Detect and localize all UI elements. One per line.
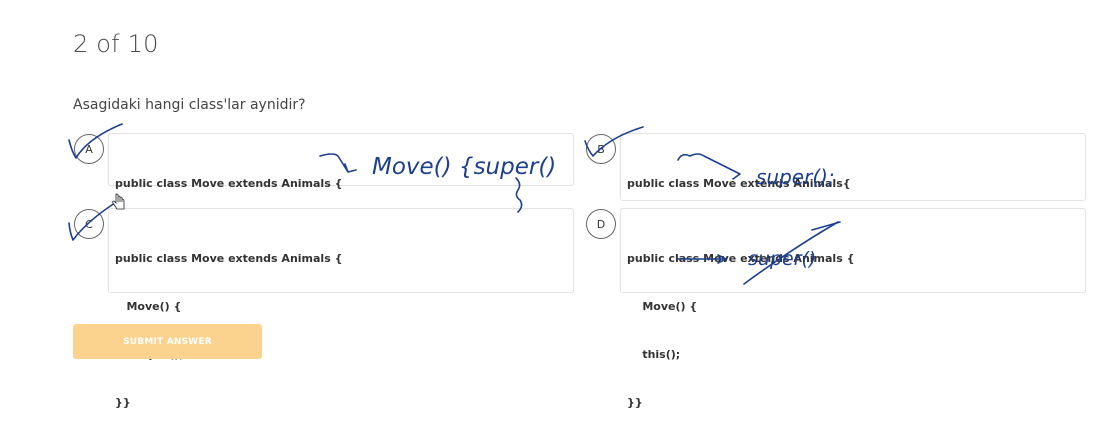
option-c-card[interactable]: public class Move extends Animals { Move…: [108, 208, 574, 409]
submit-answer-button[interactable]: SUBMIT ANSWER: [73, 324, 262, 359]
code-line: Move() {: [627, 300, 698, 313]
option-b-radio[interactable]: B: [586, 134, 616, 164]
option-d-card[interactable]: public class Move extends Animals { Move…: [620, 208, 1086, 409]
question-text: Asagidaki hangi class'lar aynidir?: [73, 97, 306, 113]
option-c-radio[interactable]: C: [74, 209, 104, 239]
code-line: }}: [115, 396, 131, 409]
code-line: public class Move extends Animals {: [115, 252, 343, 265]
code-line: Move() {: [115, 300, 182, 313]
option-a-card[interactable]: public class Move extends Animals { }: [108, 133, 574, 238]
code-line: this();: [627, 348, 681, 361]
option-b-card[interactable]: public class Move extends Animals{ Move(…: [620, 133, 1086, 286]
option-a-radio[interactable]: A: [74, 134, 104, 164]
code-line: public class Move extends Animals{: [627, 177, 851, 190]
option-d-radio[interactable]: D: [586, 209, 616, 239]
code-line: }}: [627, 396, 643, 409]
code-line: public class Move extends Animals {: [627, 252, 855, 265]
option-d-code: public class Move extends Animals { Move…: [627, 219, 854, 443]
question-counter: 2 of 10: [73, 30, 159, 58]
code-line: public class Move extends Animals {: [115, 177, 343, 190]
hand-cursor-icon: [112, 193, 125, 210]
